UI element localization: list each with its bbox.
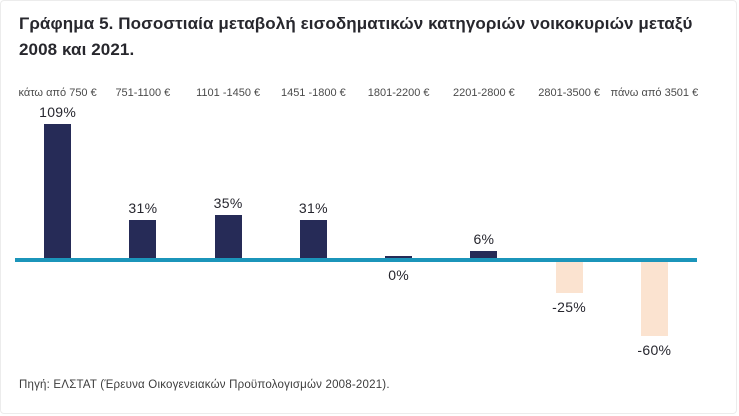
- chart-column: 1801-2200 € 0%: [356, 87, 441, 371]
- category-label: 1801-2200 €: [367, 87, 430, 99]
- bar: [129, 220, 157, 258]
- chart-column: 2201-2800 € 6%: [441, 87, 526, 371]
- value-label: 6%: [473, 231, 495, 247]
- chart-column: 2801-3500 € -25%: [527, 87, 612, 371]
- value-label: -25%: [552, 299, 587, 315]
- chart-column: 1101 -1450 € 35%: [186, 87, 271, 371]
- chart-title: Γράφημα 5. Ποσοστιαία μεταβολή εισοδηματ…: [19, 14, 693, 60]
- bar: [44, 124, 72, 258]
- value-label: 35%: [213, 195, 243, 211]
- value-label: -60%: [637, 342, 672, 358]
- value-label: 31%: [298, 200, 328, 216]
- chart-column: 751-1100 € 31%: [100, 87, 185, 371]
- category-label: 1451 -1800 €: [280, 87, 346, 99]
- zero-baseline: [15, 258, 697, 262]
- bar: [299, 220, 327, 258]
- bar: [640, 262, 668, 336]
- value-label: 0%: [388, 267, 410, 283]
- value-label: 31%: [128, 200, 158, 216]
- category-label: 2201-2800 €: [452, 87, 515, 99]
- value-label: 109%: [39, 104, 77, 120]
- source-note: Πηγή: ΕΛΣΤΑΤ (Έρευνα Οικογενειακών Προϋπ…: [19, 379, 390, 391]
- chart-column: κάτω από 750 € 109%: [15, 87, 100, 371]
- category-label: 751-1100 €: [115, 87, 171, 99]
- bar: [470, 251, 498, 258]
- bar: [214, 215, 242, 258]
- bar: [385, 256, 413, 258]
- chart-column: πάνω από 3501 € -60%: [611, 87, 699, 371]
- category-label: 1101 -1450 €: [196, 87, 261, 99]
- category-label: πάνω από 3501 €: [610, 87, 699, 99]
- bar: [555, 262, 583, 293]
- bar-chart: κάτω από 750 € 109% 751-1100 € 31% 1101 …: [15, 87, 699, 371]
- chart-column: 1451 -1800 € 31%: [271, 87, 356, 371]
- category-label: κάτω από 750 €: [18, 87, 97, 99]
- category-label: 2801-3500 €: [538, 87, 601, 99]
